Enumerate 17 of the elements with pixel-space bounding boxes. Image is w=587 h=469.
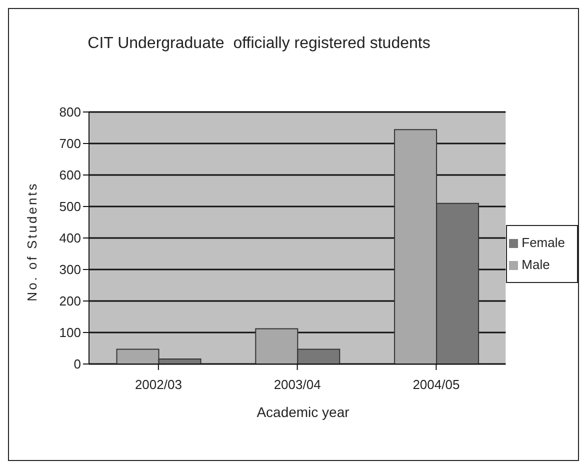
legend-label: Male [522,257,550,272]
y-axis-title: No. of Students [24,181,40,301]
y-tick-label: 400 [59,230,81,246]
x-tick-label: 2003/04 [274,377,321,392]
y-tick-label: 0 [74,356,81,372]
x-tick-label: 2004/05 [412,377,460,392]
y-tick-label: 600 [59,168,81,183]
y-tick-label: 800 [59,104,81,120]
y-tick-label: 300 [59,262,81,278]
y-tick-label: 100 [59,325,81,340]
x-axis-title: Academic year [256,404,350,420]
y-tick-label: 200 [59,294,81,309]
legend-label: Female [522,235,565,250]
x-tick-label: 2002/03 [134,377,182,392]
y-tick-label: 700 [59,136,81,152]
chart-title: CIT Undergraduate officially registered students [86,35,432,53]
y-tick-label: 500 [59,199,81,214]
